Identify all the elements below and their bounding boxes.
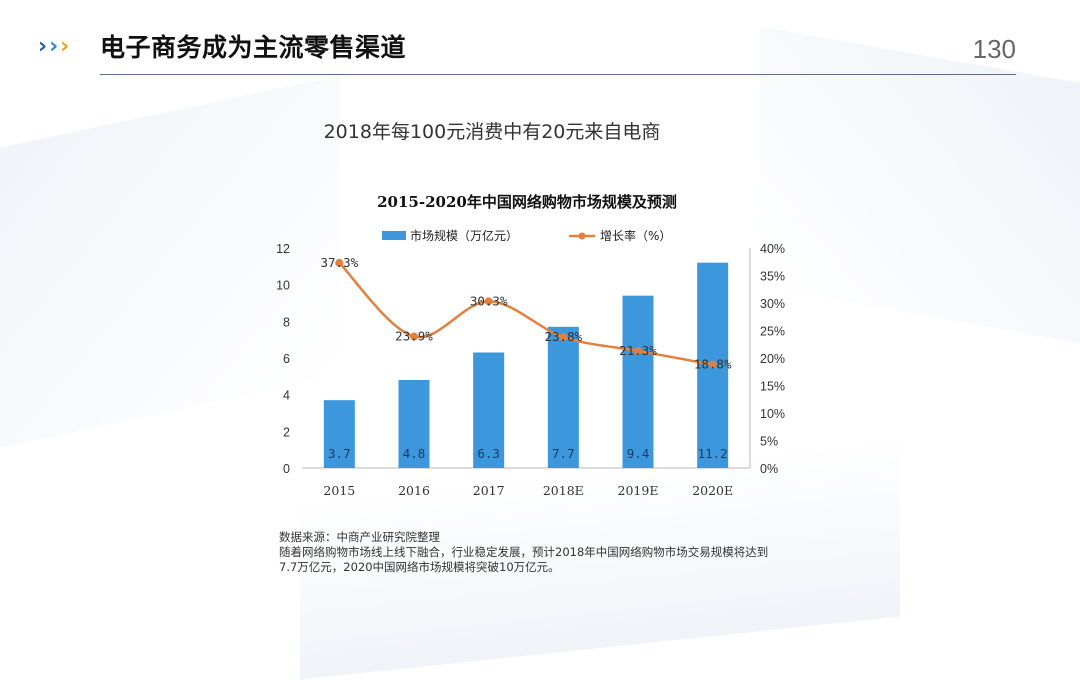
left-axis-tick-label: 8: [283, 315, 290, 329]
bar-value-label: 3.7: [328, 446, 351, 461]
left-axis-tick-label: 10: [276, 279, 290, 293]
bar-value-label: 6.3: [477, 446, 500, 461]
growth-rate-point: [559, 333, 568, 342]
left-axis-tick-label: 6: [283, 352, 290, 366]
legend-swatch-bar: [382, 231, 406, 240]
x-axis-tick-label: 2019E: [618, 483, 659, 498]
growth-rate-label: 23.9%: [395, 329, 433, 344]
growth-rate-label: 30.3%: [470, 293, 508, 308]
growth-rate-point: [484, 297, 493, 306]
right-axis-tick-label: 10%: [760, 407, 785, 421]
growth-rate-point: [708, 360, 717, 369]
legend-marker: [578, 232, 586, 240]
growth-rate-point: [410, 332, 418, 341]
growth-rate-label: 37.3%: [321, 255, 359, 270]
footnote-line: 7.7万亿元，2020中国网络市场规模将突破10万亿元。: [279, 560, 560, 574]
bar: [547, 326, 579, 468]
chevron-icon: › › ›: [38, 36, 69, 58]
right-axis-tick-label: 0%: [760, 462, 778, 476]
bar-value-label: 9.4: [627, 446, 650, 461]
x-axis-tick-label: 2018E: [543, 483, 584, 498]
header-divider: [100, 74, 1016, 75]
right-axis-tick-label: 5%: [760, 435, 778, 449]
growth-rate-point: [335, 258, 344, 267]
left-axis-tick-label: 2: [283, 425, 290, 439]
bar-value-label: 11.2: [698, 446, 728, 461]
x-axis-tick-label: 2015: [323, 483, 355, 498]
right-axis-tick-label: 35%: [760, 270, 785, 284]
chart-title: 2015-2020年中国网络购物市场规模及预测: [377, 193, 677, 211]
right-axis-tick-label: 25%: [760, 325, 785, 339]
x-axis-tick-label: 2016: [398, 483, 430, 498]
growth-rate-label: 21.3%: [619, 343, 657, 358]
footnote: 数据来源：中商产业研究院整理 随着网络购物市场线上线下融合，行业稳定发展，预计2…: [279, 530, 768, 575]
bar: [622, 295, 654, 468]
chevron-right-icon: ›: [38, 34, 48, 59]
chevron-right-icon: ›: [49, 34, 59, 59]
growth-rate-label: 23.8%: [545, 329, 583, 344]
source-note: 数据来源：中商产业研究院整理: [279, 530, 440, 544]
growth-rate-label: 18.8%: [694, 357, 732, 372]
bar-value-label: 7.7: [552, 446, 575, 461]
page-number: 130: [972, 34, 1016, 64]
x-axis-tick-label: 2017: [473, 483, 505, 498]
left-axis-tick-label: 4: [283, 389, 290, 403]
slide-subtitle: 2018年每100元消费中有20元来自电商: [0, 117, 1080, 144]
right-axis-tick-label: 15%: [760, 380, 785, 394]
left-axis-tick-label: 12: [276, 242, 290, 256]
x-axis-tick-label: 2020E: [692, 483, 733, 498]
chevron-right-icon: ›: [60, 34, 70, 59]
footnote-line: 随着网络购物市场线上线下融合，行业稳定发展，预计2018年中国网络购物市场交易规…: [279, 545, 769, 559]
legend-label: 增长率（%）: [600, 228, 671, 243]
left-axis-tick-label: 0: [283, 462, 290, 476]
legend-label: 市场规模（万亿元）: [410, 228, 518, 243]
bar: [323, 400, 355, 468]
bar: [398, 380, 430, 468]
slide-title: 电子商务成为主流零售渠道: [100, 33, 407, 62]
bar: [473, 352, 505, 468]
right-axis-tick-label: 20%: [760, 352, 785, 366]
right-axis-tick-label: 40%: [760, 242, 785, 256]
growth-rate-point: [634, 346, 642, 355]
slide-header: › › › 电子商务成为主流零售渠道 130: [0, 0, 1080, 80]
subtitle-text: 2018年每100元消费中有20元来自电商: [323, 121, 661, 143]
bar-value-label: 4.8: [403, 446, 426, 461]
right-axis-tick-label: 30%: [760, 297, 785, 311]
